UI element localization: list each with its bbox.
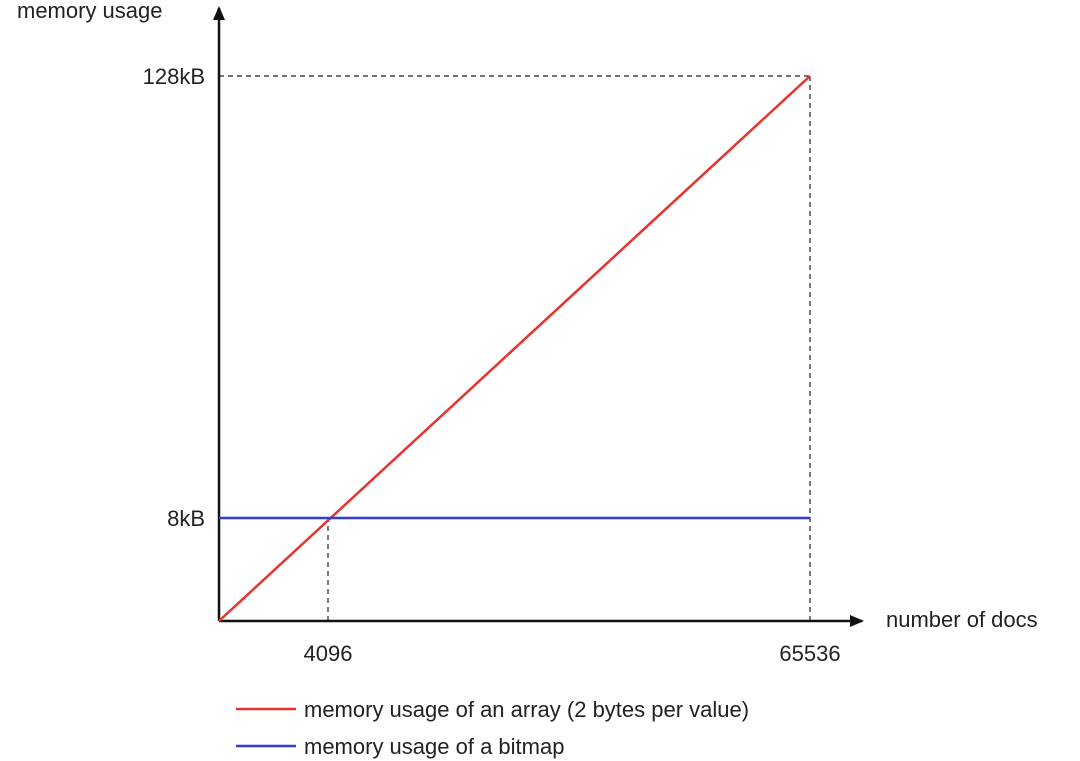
x-tick-label: 65536 (779, 641, 840, 666)
legend-label: memory usage of a bitmap (304, 734, 564, 759)
x-tick-label: 4096 (304, 641, 353, 666)
series-line (218, 75, 811, 622)
x-tick-labels: 4096 65536 (304, 641, 841, 666)
series-group (218, 75, 811, 622)
y-tick-labels: 8kB 128kB (143, 64, 205, 531)
reference-lines (219, 75, 811, 621)
x-axis-label: number of docs (886, 607, 1038, 632)
y-tick-label: 8kB (167, 506, 205, 531)
legend: memory usage of an array (2 bytes per va… (236, 697, 749, 759)
y-tick-label: 128kB (143, 64, 205, 89)
legend-label: memory usage of an array (2 bytes per va… (304, 697, 749, 722)
y-axis-label: memory usage (17, 0, 163, 23)
